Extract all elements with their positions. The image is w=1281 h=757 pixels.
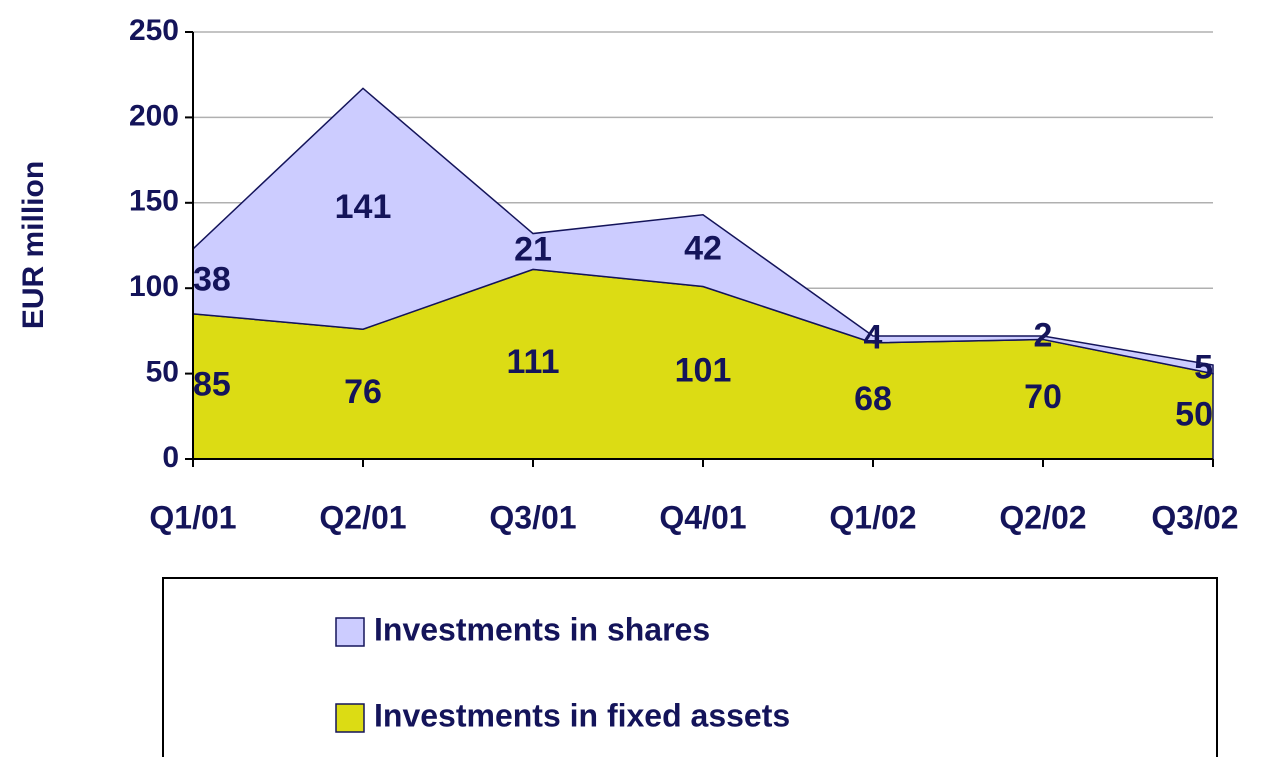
y-tick-label: 250 [129, 14, 179, 47]
data-label: 76 [344, 373, 382, 411]
y-axis-label: EUR million [17, 161, 50, 329]
area [192, 87, 1214, 375]
legend-swatch [335, 703, 365, 733]
data-label: 21 [514, 230, 552, 268]
data-label: 38 [193, 260, 231, 298]
x-tick-label: Q1/02 [829, 499, 916, 535]
data-label: 111 [507, 343, 560, 381]
y-tick-label: 50 [146, 356, 179, 389]
y-tick-label: 100 [129, 270, 179, 303]
data-label: 141 [335, 188, 392, 226]
x-tick-label: Q4/01 [659, 499, 746, 535]
y-tick-label: 0 [162, 441, 179, 474]
x-tick-label: Q1/01 [149, 499, 236, 535]
y-tick-label: 200 [129, 99, 179, 132]
x-tick-label: Q2/01 [319, 499, 406, 535]
data-label: 85 [193, 365, 231, 403]
data-label: 68 [854, 380, 892, 418]
x-tick-label: Q2/02 [999, 499, 1086, 535]
data-label: 42 [684, 230, 722, 268]
data-label: 4 [864, 318, 883, 356]
data-label: 70 [1024, 378, 1062, 416]
data-label: 101 [675, 352, 732, 390]
legend-swatch [335, 617, 365, 647]
legend-label: Investments in shares [374, 611, 710, 647]
legend-label: Investments in fixed assets [374, 697, 790, 733]
data-label: 2 [1034, 317, 1053, 355]
data-label: 5 [1194, 348, 1213, 386]
y-tick-label: 150 [129, 185, 179, 218]
x-tick-label: Q3/01 [489, 499, 576, 535]
data-label: 50 [1175, 395, 1213, 433]
x-tick-label: Q3/02 [1151, 499, 1238, 535]
